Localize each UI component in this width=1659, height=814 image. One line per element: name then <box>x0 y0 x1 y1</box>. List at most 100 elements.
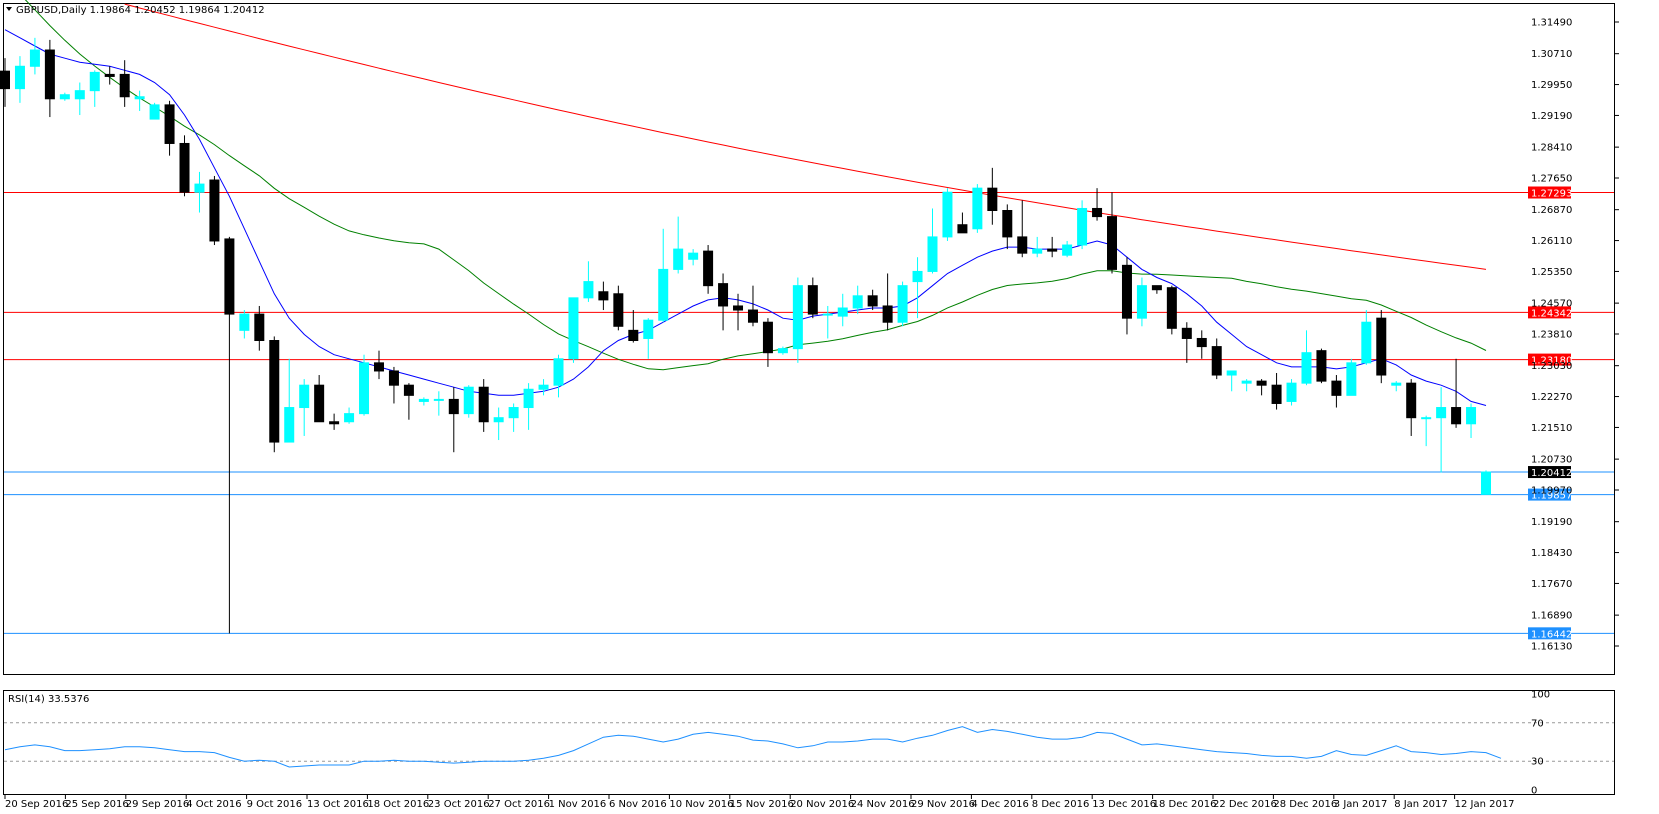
candle-bear <box>598 291 609 301</box>
price-tick-label: 1.28410 <box>1531 143 1572 154</box>
candle-bear <box>1047 248 1058 252</box>
candle-bull <box>1361 321 1372 364</box>
candle-bear <box>164 104 175 144</box>
sma-slow-line <box>124 3 1487 270</box>
level-tag-label: 1.23180 <box>1531 356 1572 367</box>
candle-bull <box>927 236 938 272</box>
sma-mid-line <box>24 0 1487 371</box>
time-tick-label: 8 Dec 2016 <box>1032 799 1090 810</box>
time-tick-label: 10 Nov 2016 <box>669 799 733 810</box>
candle-bear <box>254 313 265 341</box>
candle-bull <box>658 268 669 321</box>
candle-bull <box>1136 285 1147 319</box>
candle-bull <box>493 417 504 423</box>
price-tick-label: 1.16890 <box>1531 611 1572 622</box>
price-tick-label: 1.21510 <box>1531 423 1572 434</box>
candle-bear <box>209 179 220 242</box>
rsi-line <box>4 726 1502 768</box>
time-tick-label: 20 Nov 2016 <box>790 799 854 810</box>
time-tick-label: 8 Jan 2017 <box>1394 799 1448 810</box>
candle-bull <box>643 319 654 339</box>
level-tag <box>1528 186 1571 199</box>
candle-bear <box>867 295 878 307</box>
candle-bear <box>1196 337 1207 348</box>
candle-bear <box>1211 346 1222 376</box>
candle-bear <box>882 305 893 323</box>
candle-bear <box>747 309 758 323</box>
candle-bear <box>478 386 489 423</box>
candle-bull <box>74 90 85 100</box>
candle-bull <box>418 398 429 402</box>
time-tick-label: 4 Oct 2016 <box>186 799 241 810</box>
candle-bull <box>777 348 788 354</box>
price-tick-label: 1.29950 <box>1531 80 1572 91</box>
candle-bull <box>568 297 579 360</box>
candle-bull <box>59 94 70 100</box>
candle-bear <box>1331 380 1342 396</box>
candle-bull <box>852 295 863 309</box>
candle-bear <box>1181 327 1192 339</box>
main-panel[interactable] <box>3 3 1615 675</box>
price-tick-label: 1.16130 <box>1531 642 1572 653</box>
time-tick-label: 18 Dec 2016 <box>1153 799 1217 810</box>
sma-mid-polyline <box>24 0 1487 371</box>
candle-bear <box>314 384 325 423</box>
rsi-info: RSI(14) 33.5376 <box>8 694 89 705</box>
candle-bear <box>1121 264 1132 319</box>
sma-slow-polyline <box>124 3 1487 270</box>
time-tick-label: 24 Nov 2016 <box>851 799 915 810</box>
candle-bear <box>1092 207 1103 218</box>
dropdown-triangle-icon[interactable] <box>6 7 12 11</box>
level-tag-label: 1.24342 <box>1531 308 1572 319</box>
candle-bull <box>344 413 355 423</box>
candle-bull <box>1226 370 1237 376</box>
candle-bull <box>822 313 833 316</box>
level-tag <box>1528 627 1571 640</box>
candle-bear <box>762 321 773 354</box>
time-tick-label: 13 Oct 2016 <box>307 799 369 810</box>
time-tick-label: 28 Dec 2016 <box>1273 799 1337 810</box>
time-tick-label: 6 Nov 2016 <box>609 799 667 810</box>
candle-bull <box>1436 407 1447 419</box>
candle-bull <box>912 270 923 283</box>
time-tick-label: 15 Nov 2016 <box>730 799 794 810</box>
price-axis: 1.31490 1.30710 1.29950 1.29190 1.28410 1.276… <box>1531 18 1619 653</box>
candle-bear <box>1256 380 1267 386</box>
time-tick-label: 23 Oct 2016 <box>428 799 490 810</box>
candle-bull <box>134 96 145 100</box>
time-tick-label: 9 Oct 2016 <box>247 799 302 810</box>
candle-bear <box>718 283 729 307</box>
candle-bear <box>1316 350 1327 382</box>
price-tick-label: 1.31490 <box>1531 18 1572 29</box>
candle-bull <box>1077 207 1088 246</box>
candle-bear <box>1107 216 1118 270</box>
candle-bull <box>538 384 549 390</box>
candle-bear <box>613 293 624 327</box>
candle-bear <box>388 370 399 386</box>
candle-bull <box>1286 382 1297 402</box>
time-tick-label: 1 Nov 2016 <box>549 799 607 810</box>
candle-bear <box>1166 287 1177 329</box>
candle-bear <box>0 70 10 90</box>
rsi-panel[interactable] <box>3 690 1615 795</box>
candle-bull <box>284 407 295 443</box>
price-tick-label: 1.19970 <box>1531 486 1572 497</box>
candle-bull <box>673 248 684 270</box>
candle-bear <box>1002 210 1013 238</box>
candle-bull <box>792 285 803 350</box>
price-tick-label: 1.20730 <box>1531 455 1572 466</box>
candle-bull <box>1421 417 1432 420</box>
price-tick-label: 1.29190 <box>1531 111 1572 122</box>
price-tick-label: 1.24570 <box>1531 299 1572 310</box>
candle-bull <box>1391 382 1402 386</box>
candle-bull <box>1466 407 1477 425</box>
candle-bear <box>373 362 384 372</box>
price-tick-label: 1.25350 <box>1531 267 1572 278</box>
price-tick-label: 1.22270 <box>1531 392 1572 403</box>
candle-bull <box>553 358 564 386</box>
time-tick-label: 18 Oct 2016 <box>367 799 429 810</box>
time-tick-label: 27 Oct 2016 <box>488 799 550 810</box>
time-tick-label: 22 Dec 2016 <box>1213 799 1277 810</box>
rsi-tick-label: 70 <box>1531 718 1544 729</box>
